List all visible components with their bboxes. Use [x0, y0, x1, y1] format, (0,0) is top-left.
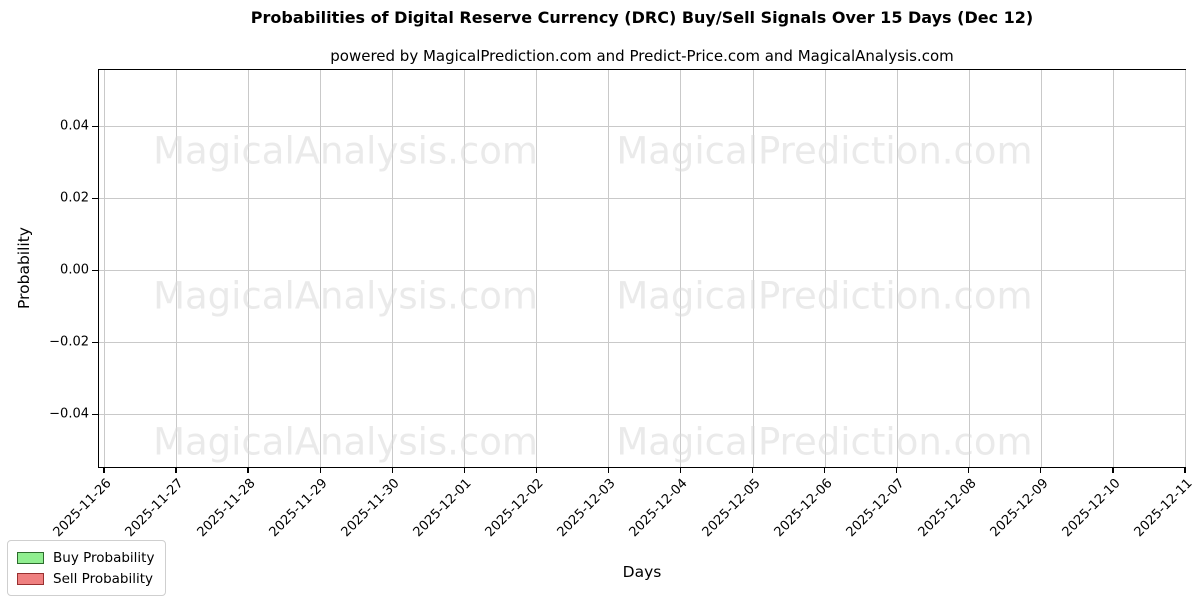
x-tick-label: 2025-12-04	[627, 476, 692, 541]
y-axis-label: Probability	[15, 227, 33, 309]
x-gridline	[320, 70, 322, 467]
x-tick-mark	[1184, 467, 1186, 473]
chart-title: Probabilities of Digital Reserve Currenc…	[250, 8, 1034, 27]
y-tick-mark	[92, 341, 98, 344]
x-tick-mark	[1040, 467, 1042, 473]
y-tick-label: 0.04	[60, 118, 89, 134]
y-tick-label: −0.02	[49, 334, 89, 350]
y-tick-mark	[92, 413, 98, 416]
chart-subtitle: powered by MagicalPrediction.com and Pre…	[330, 47, 954, 65]
legend-item: Sell Probability	[17, 568, 154, 589]
x-tick-label: 2025-12-07	[843, 476, 908, 541]
x-tick-mark	[968, 467, 970, 473]
x-tick-mark	[463, 467, 465, 473]
y-gridline	[99, 270, 1185, 272]
watermark-text: MagicalAnalysis.com	[153, 274, 538, 318]
legend-swatch	[17, 551, 44, 564]
y-tick-mark	[92, 125, 98, 127]
y-gridline	[99, 342, 1185, 344]
x-tick-mark	[175, 467, 177, 473]
x-gridline	[536, 70, 538, 467]
x-gridline	[176, 70, 178, 467]
x-gridline	[680, 70, 682, 467]
x-gridline	[392, 70, 394, 467]
legend-label: Buy Probability	[53, 549, 155, 566]
x-tick-mark	[679, 467, 682, 473]
y-gridline	[99, 414, 1185, 416]
x-gridline	[1040, 70, 1042, 467]
y-gridline	[99, 198, 1185, 200]
y-tick-mark	[92, 269, 98, 271]
legend-item: Buy Probability	[17, 547, 154, 568]
x-tick-label: 2025-11-29	[266, 476, 331, 541]
x-tick-mark	[391, 467, 393, 473]
x-gridline	[896, 70, 898, 467]
x-tick-mark	[103, 467, 105, 473]
x-tick-label: 2025-12-02	[482, 476, 547, 541]
x-tick-label: 2025-12-11	[1131, 476, 1196, 541]
x-gridline	[608, 70, 610, 467]
x-tick-label: 2025-12-09	[987, 476, 1052, 541]
legend: Buy Probability Sell Probability	[7, 540, 167, 596]
x-gridline	[103, 70, 105, 467]
x-tick-mark	[535, 467, 538, 473]
watermark-text: MagicalAnalysis.com	[153, 420, 538, 464]
x-tick-label: 2025-12-06	[771, 476, 836, 541]
x-tick-mark	[823, 467, 826, 473]
y-tick-label: −0.04	[49, 406, 89, 422]
x-tick-label: 2025-11-27	[122, 476, 187, 541]
y-tick-label: 0.02	[60, 190, 89, 206]
x-gridline	[752, 70, 754, 467]
x-tick-label: 2025-11-28	[194, 476, 259, 541]
x-tick-label: 2025-12-05	[699, 476, 764, 541]
x-axis-label: Days	[622, 563, 662, 581]
plot-area: 0.04 0.02 0.00 −0.02 −0.04 2025-11-26 2025-11-…	[49, 69, 1196, 540]
legend-swatch	[17, 572, 44, 585]
y-gridline	[99, 126, 1185, 128]
x-tick-label: 2025-11-30	[338, 476, 403, 541]
watermark-text: MagicalAnalysis.com	[153, 129, 538, 173]
x-tick-mark	[896, 467, 898, 473]
x-tick-mark	[1112, 467, 1114, 473]
x-tick-label: 2025-12-08	[915, 476, 980, 541]
x-gridline	[248, 70, 250, 467]
x-tick-mark	[319, 467, 321, 473]
x-tick-mark	[751, 467, 754, 473]
x-gridline	[464, 70, 466, 467]
y-tick-label: 0.00	[60, 262, 89, 278]
x-tick-label: 2025-12-01	[410, 476, 475, 541]
x-tick-label: 2025-12-10	[1059, 476, 1124, 541]
x-tick-label: 2025-12-03	[554, 476, 620, 541]
x-gridline	[1184, 70, 1186, 467]
y-tick-mark	[92, 197, 98, 199]
x-gridline	[968, 70, 970, 467]
x-gridline	[1112, 70, 1114, 467]
x-tick-mark	[607, 467, 610, 473]
x-tick-label: 2025-11-26	[50, 476, 115, 541]
legend-label: Sell Probability	[53, 570, 154, 587]
x-tick-mark	[247, 467, 249, 473]
x-gridline	[824, 70, 826, 467]
